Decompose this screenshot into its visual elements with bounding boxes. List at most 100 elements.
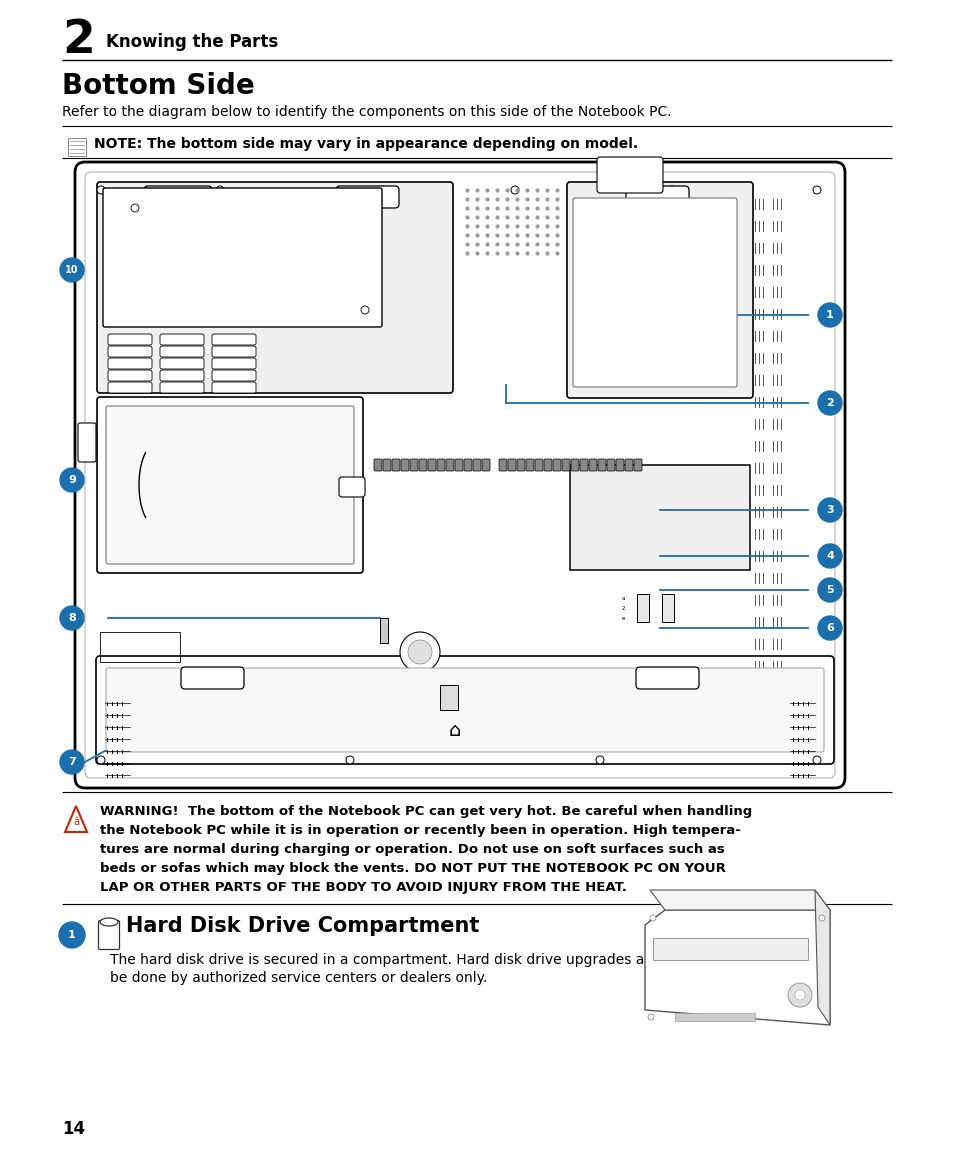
FancyBboxPatch shape bbox=[455, 459, 462, 471]
FancyBboxPatch shape bbox=[212, 358, 255, 368]
Text: â: â bbox=[73, 817, 79, 827]
Text: NOTE: The bottom side may vary in appearance depending on model.: NOTE: The bottom side may vary in appear… bbox=[94, 137, 638, 151]
Text: the Notebook PC while it is in operation or recently been in operation. High tem: the Notebook PC while it is in operation… bbox=[100, 824, 740, 837]
FancyBboxPatch shape bbox=[374, 459, 381, 471]
FancyBboxPatch shape bbox=[446, 459, 454, 471]
FancyBboxPatch shape bbox=[181, 666, 244, 690]
Text: 5: 5 bbox=[825, 584, 833, 595]
Bar bbox=[569, 465, 749, 571]
FancyBboxPatch shape bbox=[517, 459, 524, 471]
FancyBboxPatch shape bbox=[144, 186, 212, 208]
FancyBboxPatch shape bbox=[212, 370, 255, 381]
FancyBboxPatch shape bbox=[418, 459, 427, 471]
Text: tures are normal during charging or operation. Do not use on soft surfaces such : tures are normal during charging or oper… bbox=[100, 843, 724, 856]
Circle shape bbox=[794, 990, 804, 1000]
FancyBboxPatch shape bbox=[108, 334, 152, 345]
FancyBboxPatch shape bbox=[624, 459, 633, 471]
Bar bbox=[675, 1013, 754, 1021]
Circle shape bbox=[649, 915, 656, 921]
FancyBboxPatch shape bbox=[498, 459, 506, 471]
Circle shape bbox=[360, 306, 369, 314]
Circle shape bbox=[60, 606, 84, 629]
FancyBboxPatch shape bbox=[96, 656, 833, 763]
Bar bbox=[637, 594, 648, 623]
FancyBboxPatch shape bbox=[98, 921, 119, 949]
Circle shape bbox=[60, 258, 84, 282]
FancyBboxPatch shape bbox=[212, 382, 255, 393]
Polygon shape bbox=[644, 910, 829, 1024]
FancyBboxPatch shape bbox=[97, 182, 453, 393]
FancyBboxPatch shape bbox=[160, 334, 204, 345]
Text: ⌂: ⌂ bbox=[448, 721, 460, 739]
FancyBboxPatch shape bbox=[382, 459, 391, 471]
Text: 3: 3 bbox=[825, 505, 833, 515]
Circle shape bbox=[817, 303, 841, 327]
FancyBboxPatch shape bbox=[160, 358, 204, 368]
Circle shape bbox=[596, 757, 603, 763]
Text: Bottom Side: Bottom Side bbox=[62, 72, 254, 100]
FancyBboxPatch shape bbox=[392, 459, 399, 471]
FancyBboxPatch shape bbox=[543, 459, 552, 471]
FancyBboxPatch shape bbox=[561, 459, 569, 471]
Text: WARNING!  The bottom of the Notebook PC can get very hot. Be careful when handli: WARNING! The bottom of the Notebook PC c… bbox=[100, 805, 752, 818]
FancyBboxPatch shape bbox=[75, 162, 844, 788]
Bar bbox=[68, 137, 86, 156]
Text: Refer to the diagram below to identify the components on this side of the Notebo: Refer to the diagram below to identify t… bbox=[62, 105, 671, 119]
Circle shape bbox=[818, 915, 824, 921]
FancyBboxPatch shape bbox=[573, 198, 737, 387]
Circle shape bbox=[817, 578, 841, 602]
FancyBboxPatch shape bbox=[634, 459, 641, 471]
Text: 4: 4 bbox=[825, 551, 833, 561]
Circle shape bbox=[408, 640, 432, 664]
Bar bbox=[652, 938, 807, 960]
Circle shape bbox=[97, 186, 105, 194]
Polygon shape bbox=[649, 891, 829, 910]
FancyBboxPatch shape bbox=[625, 186, 688, 208]
Text: Hard Disk Drive Compartment: Hard Disk Drive Compartment bbox=[126, 916, 478, 936]
FancyBboxPatch shape bbox=[335, 186, 398, 208]
FancyBboxPatch shape bbox=[106, 668, 823, 752]
FancyBboxPatch shape bbox=[566, 182, 752, 398]
Bar bbox=[439, 685, 457, 710]
FancyBboxPatch shape bbox=[481, 459, 490, 471]
FancyBboxPatch shape bbox=[108, 358, 152, 368]
FancyBboxPatch shape bbox=[160, 370, 204, 381]
Circle shape bbox=[511, 186, 518, 194]
Text: be done by authorized service centers or dealers only.: be done by authorized service centers or… bbox=[110, 971, 487, 985]
Circle shape bbox=[215, 186, 224, 194]
Circle shape bbox=[817, 616, 841, 640]
Text: 1: 1 bbox=[825, 310, 833, 320]
Text: a: a bbox=[621, 596, 625, 601]
Circle shape bbox=[60, 468, 84, 492]
FancyBboxPatch shape bbox=[588, 459, 597, 471]
Text: 2: 2 bbox=[62, 18, 94, 64]
Circle shape bbox=[817, 392, 841, 415]
Text: Knowing the Parts: Knowing the Parts bbox=[106, 33, 278, 51]
FancyBboxPatch shape bbox=[525, 459, 534, 471]
Text: LAP OR OTHER PARTS OF THE BODY TO AVOID INJURY FROM THE HEAT.: LAP OR OTHER PARTS OF THE BODY TO AVOID … bbox=[100, 881, 626, 894]
FancyBboxPatch shape bbox=[78, 423, 96, 462]
FancyBboxPatch shape bbox=[400, 459, 409, 471]
Circle shape bbox=[667, 186, 676, 194]
FancyBboxPatch shape bbox=[97, 397, 363, 573]
FancyBboxPatch shape bbox=[571, 459, 578, 471]
Circle shape bbox=[812, 186, 821, 194]
Circle shape bbox=[97, 757, 105, 763]
FancyBboxPatch shape bbox=[108, 370, 152, 381]
Circle shape bbox=[378, 186, 387, 194]
FancyBboxPatch shape bbox=[103, 188, 381, 327]
Circle shape bbox=[399, 632, 439, 672]
Text: 9: 9 bbox=[68, 475, 76, 485]
Bar bbox=[379, 618, 388, 643]
Bar bbox=[100, 632, 180, 662]
Text: 1: 1 bbox=[68, 930, 76, 940]
Ellipse shape bbox=[100, 918, 118, 926]
FancyBboxPatch shape bbox=[436, 459, 444, 471]
Text: beds or sofas which may block the vents. DO NOT PUT THE NOTEBOOK PC ON YOUR: beds or sofas which may block the vents.… bbox=[100, 862, 725, 875]
FancyBboxPatch shape bbox=[212, 346, 255, 357]
FancyBboxPatch shape bbox=[108, 346, 152, 357]
Circle shape bbox=[817, 498, 841, 522]
Circle shape bbox=[817, 544, 841, 568]
FancyBboxPatch shape bbox=[553, 459, 560, 471]
FancyBboxPatch shape bbox=[106, 407, 354, 564]
